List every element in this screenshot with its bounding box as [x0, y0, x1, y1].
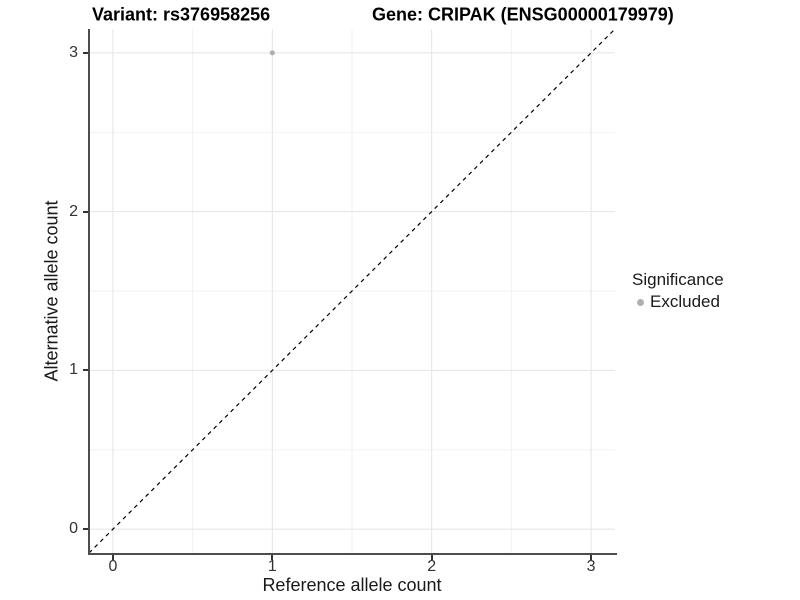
data-point-excluded	[269, 50, 275, 56]
plot-title-gene: Gene: CRIPAK (ENSG00000179979)	[372, 4, 674, 25]
x-tick-label: 0	[108, 558, 118, 575]
x-axis-title: Reference allele count	[262, 575, 442, 595]
y-tick-label: 2	[69, 202, 78, 220]
legend-title: Significance	[632, 270, 724, 289]
plot-title-variant: Variant: rs376958256	[92, 4, 271, 25]
x-tick-label: 3	[586, 558, 596, 575]
legend: Significance Excluded	[632, 271, 724, 312]
y-tick-label: 0	[69, 520, 78, 538]
x-tick-label: 1	[267, 558, 277, 575]
y-tick-label: 3	[69, 43, 78, 61]
x-tick-mark	[111, 555, 114, 560]
legend-item-label: Excluded	[650, 292, 720, 311]
y-tick-mark	[83, 210, 88, 213]
x-tick-mark	[430, 555, 433, 560]
legend-item-excluded: Excluded	[632, 292, 724, 312]
y-tick-label: 1	[69, 361, 78, 379]
plot-canvas	[88, 28, 616, 554]
legend-key-dot-icon	[637, 298, 644, 306]
y-tick-mark	[83, 51, 88, 54]
identity-reference-line	[88, 28, 616, 554]
x-tick-mark	[271, 555, 274, 560]
x-tick-mark	[590, 555, 593, 560]
y-axis-line	[87, 29, 90, 555]
y-axis-title: Alternative allele count	[41, 200, 62, 382]
plot-panel	[88, 28, 616, 554]
y-tick-mark	[83, 369, 88, 372]
y-tick-mark	[83, 528, 88, 531]
x-tick-label: 2	[427, 558, 437, 575]
x-axis-line	[87, 553, 617, 555]
